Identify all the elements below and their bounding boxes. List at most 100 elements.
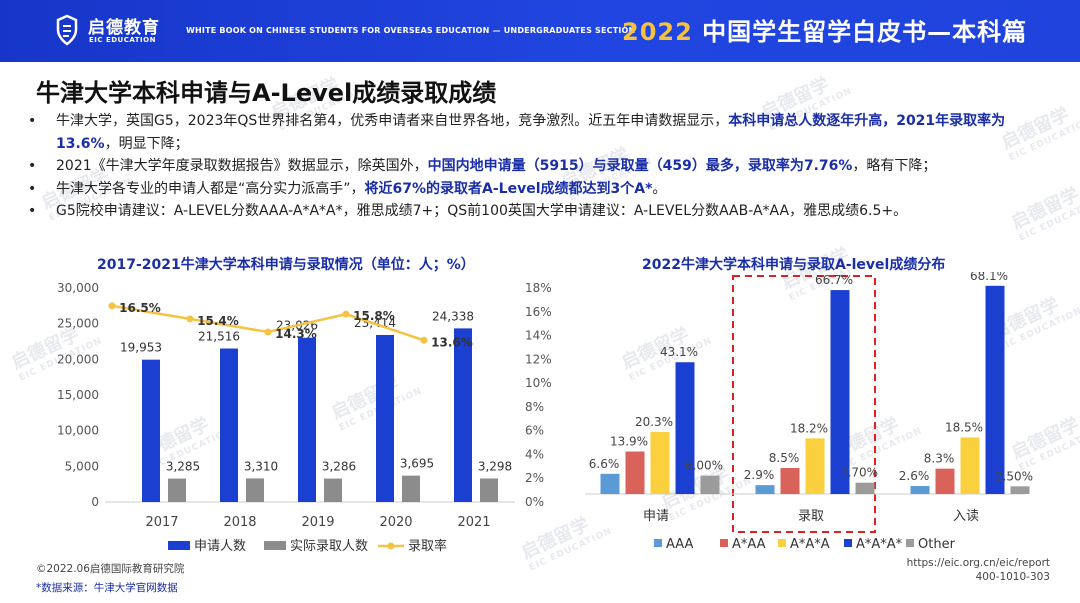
- distribution-label: 2.6%: [899, 469, 930, 483]
- distribution-label: 2.9%: [744, 468, 775, 482]
- legend-swatch: [778, 539, 786, 547]
- distribution-bar: [960, 437, 980, 494]
- bullet-highlight: 本科申请总人数逐年升高，2021年录取率为13.6%: [56, 113, 1006, 152]
- rate-label: 15.4%: [197, 314, 239, 328]
- admitted-label: 3,286: [322, 460, 356, 474]
- distribution-label: 68.1%: [970, 272, 1008, 283]
- applicant-bar: [298, 337, 316, 502]
- admitted-label: 3,310: [244, 459, 278, 473]
- legend-label: A*A*A: [790, 537, 830, 552]
- legend-applicants: 申请人数: [194, 539, 246, 554]
- applicant-bar: [142, 359, 160, 502]
- distribution-bar: [675, 362, 695, 494]
- y-axis-tick: 15,000: [57, 388, 99, 402]
- y2-axis-tick: 18%: [525, 281, 552, 295]
- admitted-bar: [480, 478, 498, 502]
- report-url: https://eic.org.cn/eic/report: [906, 557, 1050, 569]
- distribution-label: 6.6%: [589, 457, 620, 471]
- admitted-bar: [246, 478, 264, 502]
- y-axis-tick: 20,000: [57, 352, 99, 366]
- bullet-item: 牛津大学，英国G5，2023年QS世界排名第4，优秀申请者来自世界各地，竞争激烈…: [28, 110, 1038, 155]
- x-axis-tick: 2021: [457, 515, 490, 530]
- applicant-label: 24,338: [432, 309, 474, 323]
- legend-admitted-swatch: [264, 541, 286, 550]
- bullet-text: G5院校申请建议：A-LEVEL分数AAA-A*A*A*，雅思成绩7+；QS前1…: [56, 203, 908, 219]
- legend-swatch: [654, 539, 662, 547]
- bullet-list: 牛津大学，英国G5，2023年QS世界排名第4，优秀申请者来自世界各地，竞争激烈…: [28, 110, 1038, 223]
- y-axis-tick: 10,000: [57, 424, 99, 438]
- admitted-bar: [168, 478, 186, 502]
- white-book-year: 2022: [622, 18, 693, 46]
- rate-point: [108, 302, 116, 310]
- x-axis-tick: 2017: [145, 515, 178, 530]
- legend-swatch: [906, 539, 914, 547]
- white-book-name: 中国学生留学白皮书: [702, 18, 928, 46]
- distribution-bar: [855, 482, 875, 494]
- distribution-bar: [755, 485, 775, 494]
- eic-logo-icon: [56, 14, 78, 46]
- bullet-tail: ，明显下降；: [104, 135, 189, 152]
- distribution-bar: [1010, 486, 1030, 494]
- distribution-label: 3.70%: [840, 466, 878, 480]
- distribution-bar: [985, 285, 1005, 494]
- y2-axis-tick: 16%: [525, 305, 552, 319]
- y2-axis-tick: 0%: [525, 495, 544, 509]
- admitted-label: 3,298: [478, 459, 512, 473]
- bullet-tail: 。: [652, 180, 667, 197]
- legend-admitted: 实际录取人数: [290, 539, 368, 554]
- x-axis-tick: 2020: [379, 515, 412, 530]
- rate-label: 16.5%: [119, 301, 161, 315]
- y2-axis-tick: 8%: [525, 400, 544, 414]
- rate-point: [264, 328, 272, 336]
- admitted-bar: [402, 475, 420, 502]
- distribution-bar: [910, 486, 930, 494]
- admitted-label: 3,695: [400, 457, 434, 471]
- alevel-distribution-chart: 6.6% 13.9% 20.3% 43.1% 6.00% 申请 2.9% 8.5% 18.2% 6…: [585, 272, 1033, 552]
- rate-label: 15.8%: [353, 309, 395, 323]
- legend-label: A*A*A*: [856, 537, 903, 552]
- distribution-bar: [625, 451, 645, 494]
- x-axis-tick: 2018: [223, 515, 256, 530]
- admitted-bar: [324, 478, 342, 502]
- bullet-highlight: 将近67%的录取者A-Level成绩都达到3个A*: [364, 180, 653, 197]
- right-chart-title: 2022牛津大学本科申请与录取A-level成绩分布: [642, 257, 946, 273]
- distribution-bar: [600, 473, 620, 494]
- x-axis-tick: 申请: [643, 509, 669, 524]
- phone-number: 400-1010-303: [975, 571, 1050, 583]
- data-source-text: *数据来源：牛津大学官网数据: [36, 582, 178, 594]
- distribution-label: 20.3%: [635, 415, 673, 429]
- highlight-box: [732, 275, 876, 533]
- left-chart-title: 2017-2021牛津大学本科申请与录取情况（单位：人；%）: [97, 257, 475, 273]
- distribution-label: 8.5%: [769, 451, 800, 465]
- applications-chart: 0 5,000 10,000 15,000 20,000 25,000 30,000 0% 2%…: [57, 281, 552, 554]
- distribution-label: 8.3%: [924, 452, 955, 466]
- distribution-label: 18.2%: [790, 421, 828, 435]
- legend-swatch: [720, 539, 728, 547]
- header-subtitle: WHITE BOOK ON CHINESE STUDENTS FOR OVERS…: [186, 26, 636, 35]
- legend-label: Other: [918, 537, 956, 552]
- y-axis-tick: 0: [91, 495, 99, 509]
- legend-rate: 录取率: [408, 538, 447, 554]
- applicant-label: 21,516: [198, 330, 240, 344]
- rate-label: 14.3%: [275, 327, 317, 341]
- logo-english: EIC EDUCATION: [89, 36, 156, 44]
- header-bar: 启德教育 EIC EDUCATION WHITE BOOK ON CHINESE…: [0, 0, 1080, 62]
- bullet-text: 2021《牛津大学年度录取数据报告》数据显示，除英国外，: [56, 158, 428, 174]
- white-book-section: —本科篇: [927, 18, 1028, 46]
- y-axis-tick: 5,000: [65, 459, 99, 473]
- distribution-bar: [650, 431, 670, 494]
- distribution-label: 43.1%: [660, 345, 698, 359]
- white-book-title: 2022 中国学生留学白皮书—本科篇: [622, 12, 1027, 47]
- bullet-text: 牛津大学各专业的申请人都是“高分实力派高手”，: [56, 180, 365, 197]
- rate-point: [186, 315, 194, 323]
- distribution-bar: [805, 438, 825, 494]
- distribution-label: 66.7%: [815, 273, 853, 287]
- distribution-label: 2.50%: [995, 469, 1033, 483]
- legend-rate-marker: [387, 542, 395, 550]
- copyright-text: ©2022.06启德国际教育研究院: [36, 563, 185, 575]
- applicant-label: 19,953: [120, 341, 162, 355]
- legend-label: AAA: [666, 537, 694, 552]
- bullet-item: G5院校申请建议：A-LEVEL分数AAA-A*A*A*，雅思成绩7+；QS前1…: [28, 200, 1038, 223]
- distribution-bar: [700, 475, 720, 494]
- page-title: 牛津大学本科申请与A-Level成绩录取成绩: [36, 79, 497, 107]
